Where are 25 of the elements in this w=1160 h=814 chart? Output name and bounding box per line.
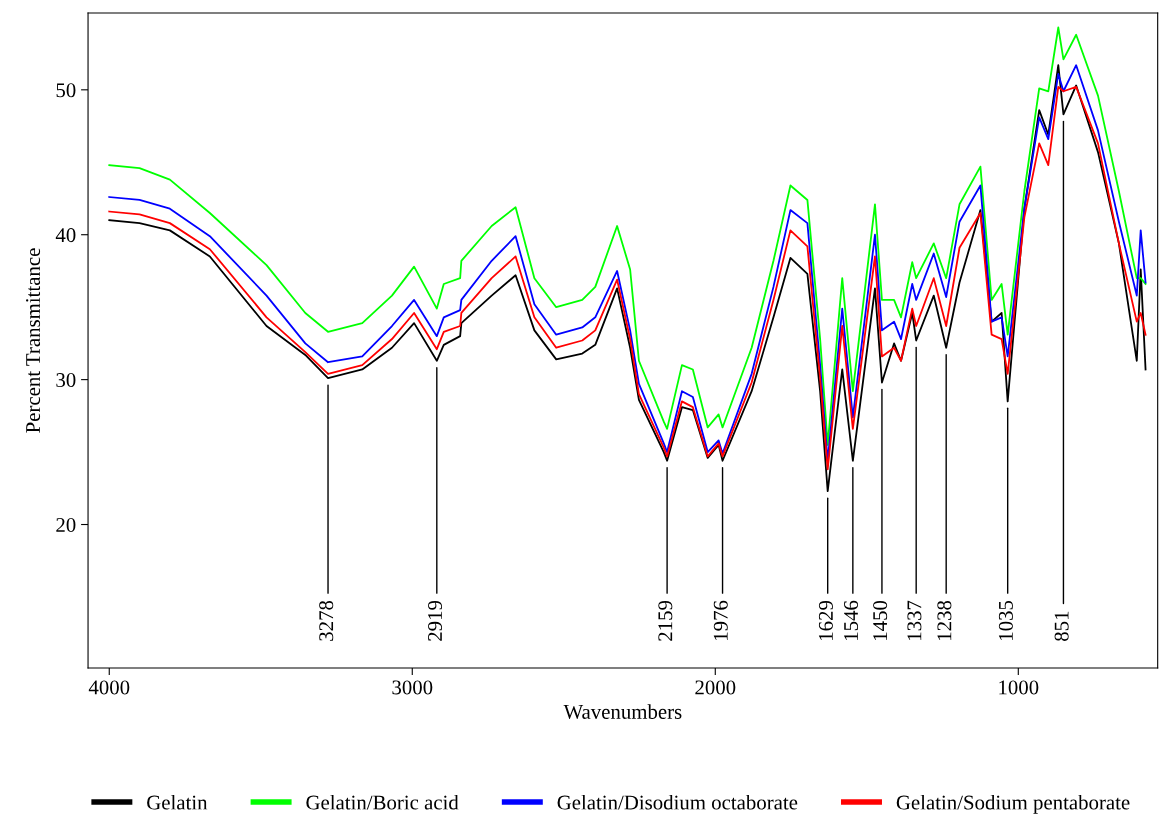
y-tick-label: 20 <box>56 517 76 532</box>
annotation: 1546 <box>844 600 859 640</box>
annotation: 1238 <box>937 600 952 640</box>
legend-label: Gelatin <box>147 794 208 810</box>
y-tick-label: 30 <box>56 372 76 388</box>
x-tick-label: 1000 <box>999 680 1039 695</box>
annotation: 1976 <box>713 600 728 640</box>
annotation: 2919 <box>428 600 443 641</box>
annotation: 3278 <box>319 600 334 641</box>
legend-label: Gelatin/Sodium pentaborate <box>896 794 1130 814</box>
annotation: 2159 <box>658 600 673 641</box>
y-tick-label: 40 <box>55 228 76 243</box>
legend-label: Gelatin/Boric acid <box>306 794 459 810</box>
legend-label: Gelatin/Disodium octaborate <box>557 794 798 810</box>
annotation: 1337 <box>907 600 922 640</box>
y-tick-label: 50 <box>56 83 76 98</box>
annotation: 1450 <box>873 600 888 640</box>
x-tick-label: 2000 <box>695 680 736 695</box>
annotation: 1629 <box>818 600 833 640</box>
x-tick-label: 4000 <box>88 680 130 695</box>
x-axis-title: Wavenumbers <box>563 704 682 719</box>
annotation: 1035 <box>998 600 1013 640</box>
annotation: 851 <box>1054 611 1069 641</box>
x-tick-label: 3000 <box>392 680 433 695</box>
y-axis-title: Percent Transmittance <box>26 248 41 433</box>
